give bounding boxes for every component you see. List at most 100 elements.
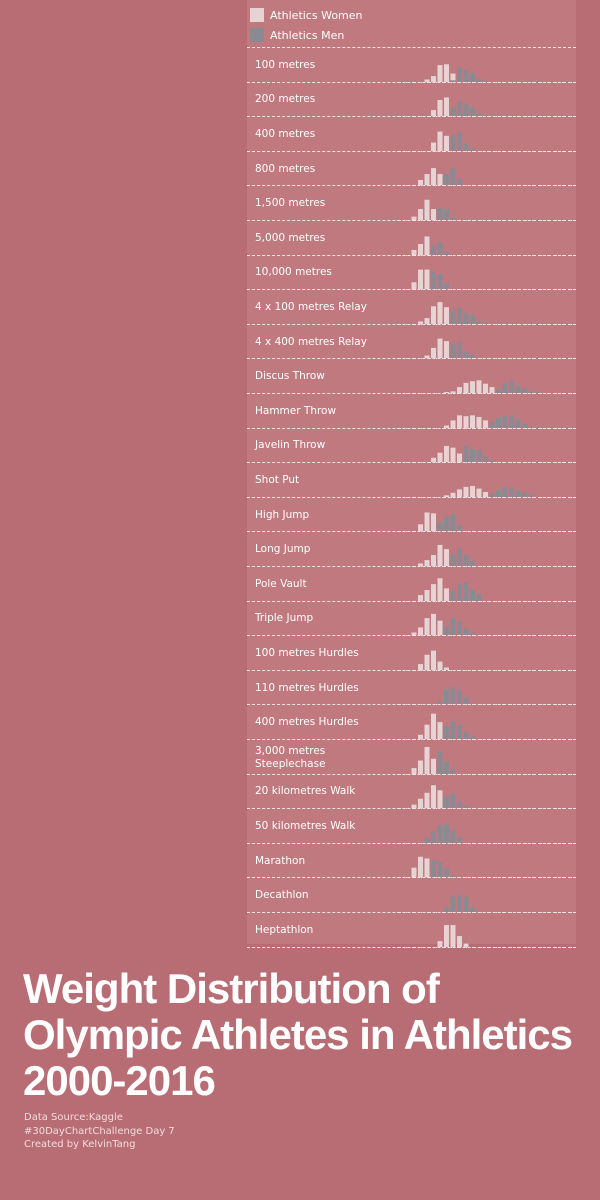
men-bar[interactable] (444, 626, 449, 636)
women-bar[interactable] (437, 452, 443, 463)
women-bar[interactable] (437, 577, 443, 601)
men-bar[interactable] (463, 312, 469, 324)
men-bar[interactable] (457, 548, 462, 566)
men-bar[interactable] (444, 690, 449, 705)
men-bar[interactable] (470, 315, 475, 324)
men-bar[interactable] (450, 554, 456, 566)
women-bar[interactable] (431, 168, 436, 186)
women-bar[interactable] (457, 935, 462, 947)
women-bar[interactable] (437, 661, 443, 670)
women-bar[interactable] (483, 491, 488, 497)
men-bar[interactable] (515, 419, 521, 428)
women-bar[interactable] (437, 338, 443, 359)
women-bar[interactable] (463, 415, 469, 428)
women-bar[interactable] (431, 348, 436, 359)
men-bar[interactable] (463, 732, 469, 739)
women-bar[interactable] (444, 446, 449, 463)
women-bar[interactable] (431, 555, 436, 566)
men-bar[interactable] (489, 493, 495, 497)
women-bar[interactable] (437, 64, 443, 82)
men-bar[interactable] (437, 522, 443, 532)
women-bar[interactable] (418, 594, 423, 601)
women-bar[interactable] (431, 209, 436, 220)
men-bar[interactable] (470, 632, 475, 636)
women-bar[interactable] (431, 713, 436, 739)
men-bar[interactable] (509, 381, 514, 393)
men-bar[interactable] (444, 283, 449, 290)
women-bar[interactable] (463, 486, 469, 497)
women-bar[interactable] (411, 282, 417, 290)
men-bar[interactable] (463, 896, 469, 912)
men-bar[interactable] (463, 446, 469, 463)
women-bar[interactable] (418, 269, 423, 290)
men-bar[interactable] (489, 460, 495, 463)
women-bar[interactable] (457, 489, 462, 497)
women-bar[interactable] (424, 793, 430, 809)
men-bar[interactable] (437, 274, 443, 290)
women-bar[interactable] (411, 868, 417, 878)
women-bar[interactable] (418, 798, 423, 809)
women-bar[interactable] (476, 488, 482, 497)
men-bar[interactable] (463, 582, 469, 601)
men-bar[interactable] (457, 67, 462, 82)
women-bar[interactable] (424, 654, 430, 670)
men-bar[interactable] (470, 589, 475, 601)
women-bar[interactable] (431, 650, 436, 670)
men-bar[interactable] (470, 355, 475, 359)
women-bar[interactable] (437, 544, 443, 566)
men-bar[interactable] (457, 583, 462, 601)
men-bar[interactable] (437, 241, 443, 255)
men-bar[interactable] (444, 761, 449, 774)
men-bar[interactable] (457, 621, 462, 636)
men-bar[interactable] (444, 174, 449, 186)
men-bar[interactable] (450, 344, 456, 359)
men-bar[interactable] (457, 178, 462, 186)
men-bar[interactable] (496, 417, 501, 428)
men-bar[interactable] (450, 769, 456, 774)
men-bar[interactable] (463, 143, 469, 151)
men-bar[interactable] (476, 450, 482, 463)
men-bar[interactable] (450, 687, 456, 705)
women-bar[interactable] (424, 589, 430, 601)
legend-item-women[interactable]: Athletics Women (250, 7, 363, 23)
women-bar[interactable] (450, 391, 456, 393)
women-bar[interactable] (437, 940, 443, 947)
men-bar[interactable] (457, 801, 462, 809)
men-bar[interactable] (431, 245, 436, 255)
men-bar[interactable] (444, 251, 449, 255)
women-bar[interactable] (476, 416, 482, 428)
women-bar[interactable] (424, 858, 430, 878)
men-bar[interactable] (457, 307, 462, 324)
women-bar[interactable] (444, 667, 449, 670)
women-bar[interactable] (411, 249, 417, 255)
men-bar[interactable] (444, 796, 449, 809)
women-bar[interactable] (444, 549, 449, 566)
men-bar[interactable] (424, 837, 430, 843)
women-bar[interactable] (424, 560, 430, 566)
men-bar[interactable] (444, 726, 449, 739)
women-bar[interactable] (424, 199, 430, 220)
men-bar[interactable] (502, 415, 508, 428)
men-bar[interactable] (450, 135, 456, 151)
women-bar[interactable] (431, 583, 436, 601)
men-bar[interactable] (450, 618, 456, 636)
women-bar[interactable] (463, 382, 469, 393)
men-bar[interactable] (528, 391, 534, 393)
men-bar[interactable] (450, 168, 456, 186)
men-bar[interactable] (431, 860, 436, 878)
women-bar[interactable] (483, 420, 488, 428)
men-bar[interactable] (463, 697, 469, 705)
men-bar[interactable] (483, 322, 488, 324)
men-bar[interactable] (470, 148, 475, 151)
men-bar[interactable] (502, 486, 508, 497)
men-bar[interactable] (470, 107, 475, 117)
women-bar[interactable] (418, 760, 423, 774)
men-bar[interactable] (450, 310, 456, 324)
men-bar[interactable] (444, 907, 449, 912)
women-bar[interactable] (444, 924, 449, 947)
women-bar[interactable] (424, 79, 430, 82)
women-bar[interactable] (424, 746, 430, 774)
men-bar[interactable] (450, 217, 456, 220)
women-bar[interactable] (444, 425, 449, 428)
men-bar[interactable] (522, 388, 527, 393)
